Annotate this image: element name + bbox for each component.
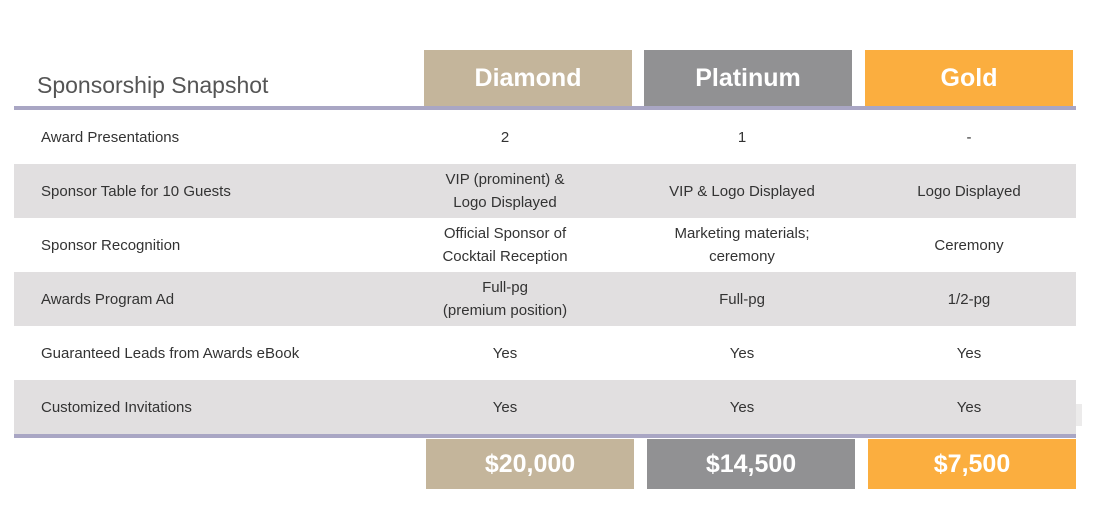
- gold-value: Ceremony: [934, 236, 1004, 254]
- row-label: Awards Program Ad: [41, 290, 175, 308]
- platinum-value: Yes: [729, 398, 755, 416]
- tier-header-platinum: Platinum: [644, 50, 852, 106]
- table-row: Sponsor Table for 10 Guests VIP (promine…: [14, 164, 1076, 218]
- tier-header-gold: Gold: [865, 50, 1073, 106]
- platinum-value: 1: [737, 128, 747, 146]
- row-label: Customized Invitations: [41, 398, 192, 416]
- footer-rule: [14, 434, 1076, 438]
- platinum-value: VIP & Logo Displayed: [669, 182, 815, 200]
- table-title: Sponsorship Snapshot: [37, 72, 269, 98]
- gold-value: Yes: [956, 398, 982, 416]
- row-label: Guaranteed Leads from Awards eBook: [41, 344, 300, 362]
- header-rule: [14, 106, 1076, 110]
- edge-shadow: [1076, 404, 1082, 426]
- table-row: Guaranteed Leads from Awards eBook Yes Y…: [14, 326, 1076, 380]
- gold-value: Logo Displayed: [917, 182, 1021, 200]
- gold-value: Yes: [956, 344, 982, 362]
- platinum-value: Marketing materials; ceremony: [674, 225, 810, 265]
- diamond-value: Official Sponsor of Cocktail Reception: [442, 225, 568, 265]
- table-row: Customized Invitations Yes Yes Yes: [14, 380, 1076, 434]
- diamond-value: 2: [500, 128, 510, 146]
- row-label: Sponsor Recognition: [41, 236, 181, 254]
- price-diamond: $20,000: [426, 439, 634, 489]
- table-row: Awards Program Ad Full-pg (premium posit…: [14, 272, 1076, 326]
- price-gold: $7,500: [868, 439, 1076, 489]
- diamond-value: Full-pg (premium position): [442, 279, 568, 319]
- diamond-value: VIP (prominent) & Logo Displayed: [445, 171, 565, 211]
- platinum-value: Full-pg: [719, 290, 765, 308]
- platinum-value: Yes: [729, 344, 755, 362]
- table-row: Award Presentations 2 1 -: [14, 110, 1076, 164]
- table-row: Sponsor Recognition Official Sponsor of …: [14, 218, 1076, 272]
- tier-header-diamond: Diamond: [424, 50, 632, 106]
- diamond-value: Yes: [492, 344, 518, 362]
- diamond-value: Yes: [492, 398, 518, 416]
- gold-value: 1/2-pg: [947, 290, 991, 308]
- price-platinum: $14,500: [647, 439, 855, 489]
- row-label: Award Presentations: [41, 128, 180, 146]
- gold-value: -: [966, 128, 972, 146]
- row-label: Sponsor Table for 10 Guests: [41, 182, 231, 200]
